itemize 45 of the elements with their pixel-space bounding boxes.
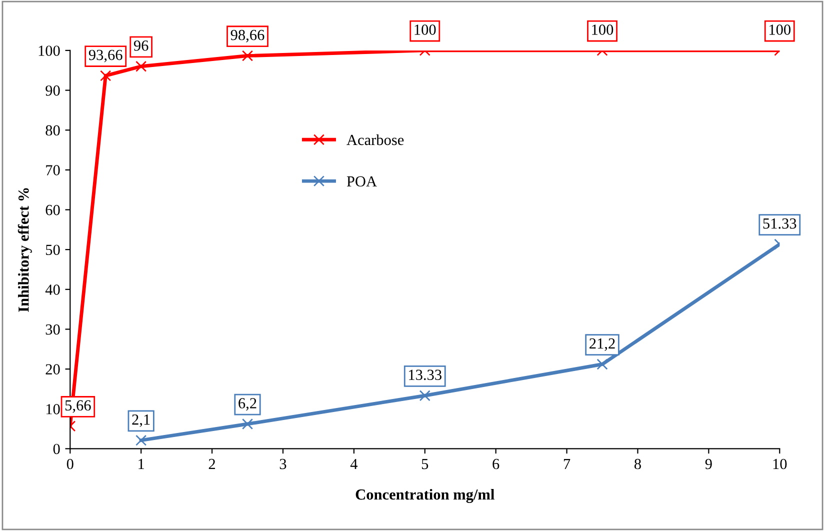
data-label: 96	[134, 40, 148, 51]
x-tick-label: 1	[138, 458, 144, 470]
point	[136, 434, 147, 446]
point	[242, 418, 254, 430]
data-label: 93,66	[88, 50, 122, 62]
y-tick-label: 30	[46, 324, 60, 335]
y-tick-label: 10	[46, 404, 60, 414]
data-label: 100	[414, 24, 436, 35]
point	[242, 50, 254, 62]
legend-label: Acarbose	[346, 134, 404, 146]
legend-label: POA	[346, 176, 377, 187]
y-tick-label: 60	[46, 204, 60, 216]
data-label: 5,66	[65, 400, 91, 413]
point	[136, 60, 147, 72]
x-tick-label: 6	[492, 458, 500, 470]
y-tick-label: 100	[38, 46, 60, 56]
point	[419, 390, 430, 402]
y-tick-label: 90	[46, 85, 60, 96]
data-label: 6,2	[238, 398, 256, 411]
data-label: 2,1	[132, 414, 150, 427]
data-label: 98,66	[230, 30, 264, 42]
x-tick-label: 4	[350, 458, 358, 470]
data-label: 100	[770, 24, 790, 35]
y-tick-label: 70	[46, 165, 60, 176]
x-tick-label: 8	[634, 458, 641, 470]
x-tick-label: 10	[773, 458, 787, 470]
x-tick-label: 0	[66, 458, 74, 470]
x-tick-label: 9	[705, 458, 712, 470]
x-tick-label: 5	[422, 459, 428, 470]
y-tick-label: 0	[53, 444, 60, 454]
data-label: 100	[592, 24, 614, 35]
point	[596, 358, 608, 370]
point	[100, 70, 112, 82]
y-tick-label: 80	[46, 125, 60, 136]
x-tick-label: 2	[208, 458, 215, 470]
x-axis-title: Concentration mg/ml	[356, 488, 494, 503]
y-tick-label: 50	[46, 244, 60, 256]
data-label: 21,2	[590, 338, 615, 351]
y-tick-label: 20	[46, 364, 60, 374]
data-label: 13.33	[409, 370, 442, 380]
y-axis-title: Inhibitory effect %	[18, 188, 32, 312]
data-label: 51.33	[763, 218, 796, 229]
x-tick-label: 7	[564, 459, 570, 470]
x-tick-label: 3	[280, 458, 286, 470]
y-tick-label: 40	[45, 284, 60, 295]
